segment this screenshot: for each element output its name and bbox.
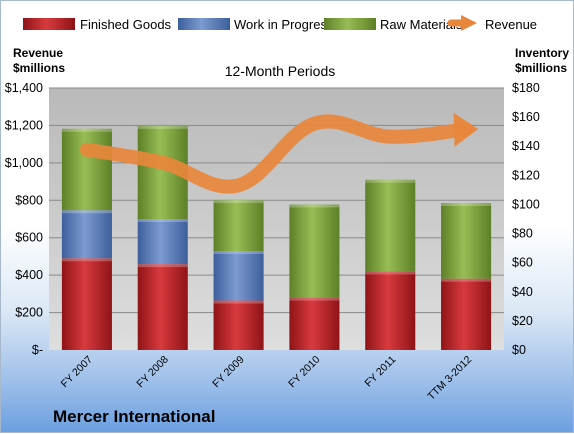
- revenue-arrowhead: [453, 112, 479, 147]
- legend-arrowhead-revenue: [461, 15, 477, 31]
- legend-swatch-work-in-progress: [178, 18, 230, 30]
- right-tick-label: $80: [512, 227, 533, 241]
- bar-segment-highlight: [213, 200, 264, 204]
- bar-segment-work-in-progress: [213, 251, 264, 301]
- bar-segment-raw-materials: [441, 202, 492, 279]
- left-axis-ticks: $- $200 $400 $600 $800 $1,000 $1,200 $1,400: [5, 81, 43, 357]
- right-tick-label: $20: [512, 314, 533, 328]
- left-tick-label: $1,200: [5, 118, 43, 132]
- bar-segment-highlight: [289, 204, 340, 208]
- left-tick-label: $-: [32, 343, 43, 357]
- bar-stack: [441, 202, 492, 350]
- left-tick-label: $200: [15, 306, 43, 320]
- legend-swatch-raw-materials: [324, 18, 376, 30]
- right-tick-label: $40: [512, 285, 533, 299]
- right-axis-ticks: $0 $20 $40 $60 $80 $100 $120 $140 $160 $180: [512, 81, 540, 357]
- bar-segment-finished-goods: [441, 278, 492, 350]
- legend-label-work-in-progress: Work in Progress: [234, 17, 334, 32]
- bar-segment-highlight: [441, 278, 492, 282]
- category-label: FY 2007: [59, 354, 96, 391]
- left-axis-title-line1: Revenue: [13, 46, 63, 60]
- bar-segment-highlight: [61, 128, 112, 132]
- category-label: TTM 3-2012: [425, 354, 474, 403]
- bar-segment-highlight: [137, 125, 188, 129]
- bar-segment-highlight: [289, 297, 340, 301]
- category-label: FY 2009: [210, 354, 247, 391]
- bar-segment-raw-materials: [365, 179, 416, 272]
- category-label: FY 2010: [286, 354, 323, 391]
- legend-item-raw-materials: Raw Materials: [324, 17, 463, 32]
- left-tick-label: $1,000: [5, 156, 43, 170]
- bar-stack: [61, 128, 112, 350]
- company-name: Mercer International: [53, 407, 216, 426]
- bar-segment-finished-goods: [137, 264, 188, 350]
- bar-segment-raw-materials: [213, 200, 264, 252]
- revenue-series-line: [79, 114, 474, 194]
- right-tick-label: $100: [512, 197, 540, 211]
- bar-segment-highlight: [441, 202, 492, 206]
- legend-item-finished-goods: Finished Goods: [23, 17, 172, 32]
- bar-segment-highlight: [137, 219, 188, 222]
- bar-segment-work-in-progress: [137, 219, 188, 265]
- right-tick-label: $60: [512, 256, 533, 270]
- bar-segment-highlight: [61, 210, 112, 214]
- left-axis-title-line2: $millions: [13, 61, 65, 75]
- chart-subtitle: 12-Month Periods: [225, 63, 336, 79]
- right-axis-title: Inventory $millions: [515, 46, 572, 75]
- legend-item-revenue: Revenue: [447, 15, 537, 32]
- bar-segment-highlight: [213, 300, 264, 304]
- bar-segment-finished-goods: [213, 300, 264, 350]
- right-axis-title-line1: Inventory: [515, 46, 569, 60]
- legend-label-revenue: Revenue: [485, 17, 537, 32]
- bars: [61, 125, 492, 350]
- legend-label-raw-materials: Raw Materials: [380, 17, 463, 32]
- left-tick-label: $600: [15, 231, 43, 245]
- bar-segment-highlight: [365, 179, 416, 183]
- category-label: FY 2008: [134, 354, 171, 391]
- bar-segment-raw-materials: [61, 128, 112, 211]
- right-tick-label: $120: [512, 168, 540, 182]
- legend-label-finished-goods: Finished Goods: [80, 17, 172, 32]
- legend-item-work-in-progress: Work in Progress: [178, 17, 334, 32]
- category-labels: FY 2007 FY 2008 FY 2009 FY 2010 FY 2011 TTM 3…: [59, 354, 475, 403]
- bar-stack: [213, 200, 264, 350]
- left-tick-label: $400: [15, 268, 43, 282]
- bar-segment-highlight: [61, 258, 112, 262]
- bar-stack: [137, 125, 188, 350]
- right-tick-label: $160: [512, 110, 540, 124]
- bar-segment-raw-materials: [289, 204, 340, 298]
- legend: Finished Goods Work in Progress Raw Mate…: [23, 15, 537, 32]
- right-tick-label: $180: [512, 81, 540, 95]
- left-tick-label: $1,400: [5, 81, 43, 95]
- right-tick-label: $140: [512, 139, 540, 153]
- revenue-line: [79, 112, 479, 194]
- bar-segment-finished-goods: [365, 271, 416, 350]
- bar-stack: [365, 179, 416, 350]
- category-label: FY 2011: [362, 354, 398, 390]
- bar-segment-work-in-progress: [61, 210, 112, 259]
- bar-segment-highlight: [137, 264, 188, 268]
- right-axis-title-line2: $millions: [515, 61, 567, 75]
- bar-segment-finished-goods: [61, 258, 112, 350]
- bar-segment-finished-goods: [289, 297, 340, 350]
- legend-swatch-finished-goods: [23, 18, 75, 30]
- bar-segment-highlight: [365, 271, 416, 275]
- right-tick-label: $0: [512, 343, 526, 357]
- bar-segment-highlight: [213, 251, 264, 255]
- left-tick-label: $800: [15, 193, 43, 207]
- left-axis-title: Revenue $millions: [13, 46, 66, 75]
- bar-stack: [289, 204, 340, 350]
